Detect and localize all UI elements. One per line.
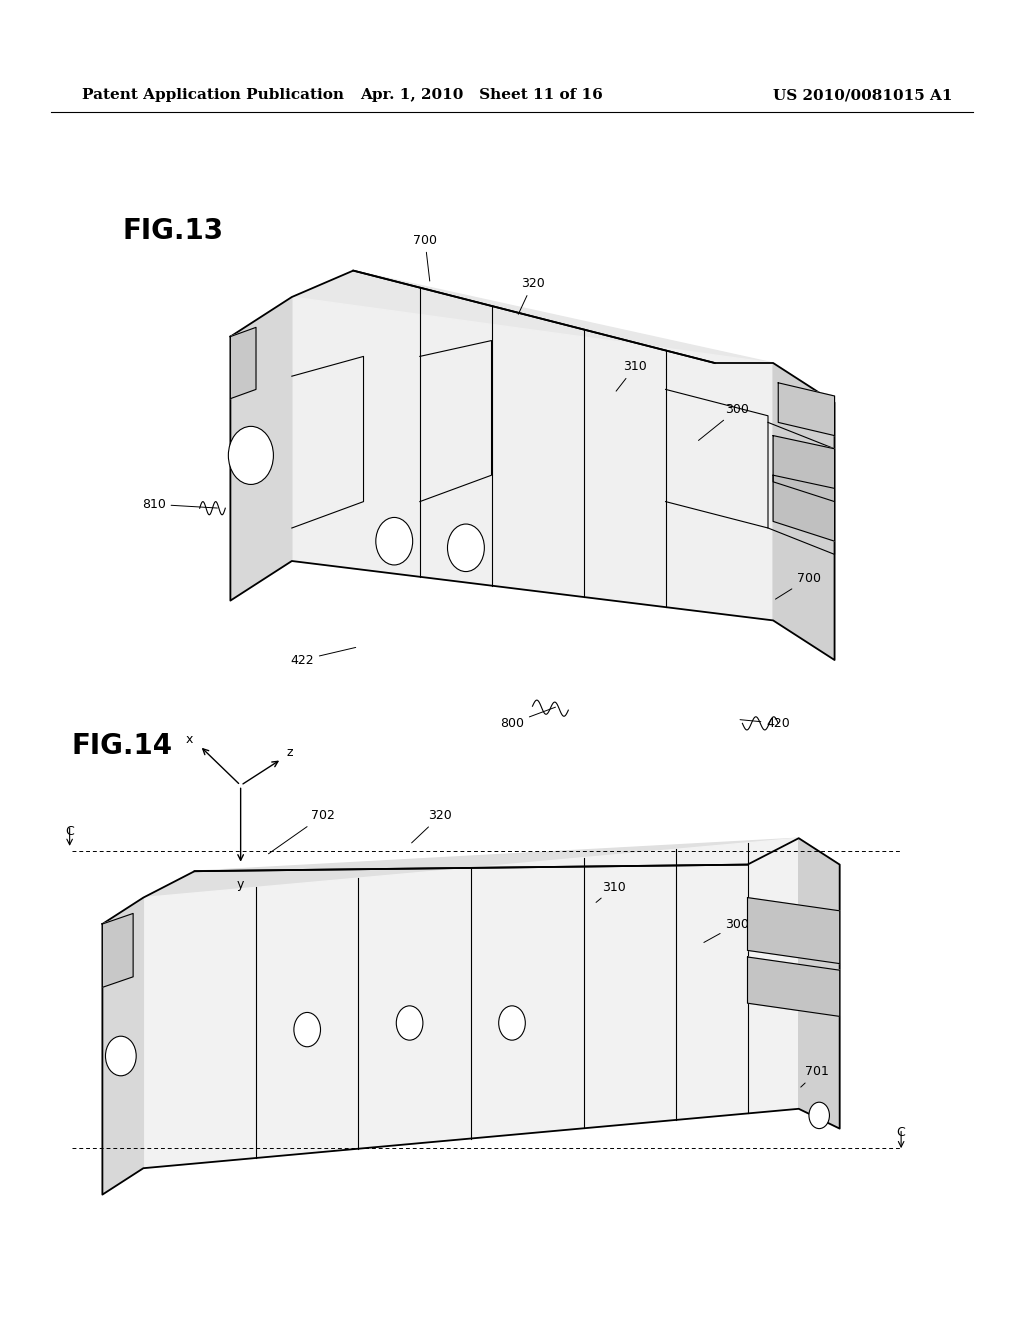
Polygon shape bbox=[292, 271, 773, 389]
Text: 800: 800 bbox=[500, 708, 555, 730]
Text: Apr. 1, 2010   Sheet 11 of 16: Apr. 1, 2010 Sheet 11 of 16 bbox=[359, 88, 603, 102]
Text: x: x bbox=[185, 733, 194, 746]
Circle shape bbox=[396, 1006, 423, 1040]
Polygon shape bbox=[799, 838, 840, 1129]
Circle shape bbox=[499, 1006, 525, 1040]
Text: 300: 300 bbox=[698, 403, 750, 441]
Text: 702: 702 bbox=[268, 809, 335, 854]
Text: 420: 420 bbox=[740, 717, 791, 730]
Circle shape bbox=[294, 1012, 321, 1047]
Polygon shape bbox=[102, 913, 133, 987]
Text: C: C bbox=[66, 825, 74, 838]
Text: y: y bbox=[237, 878, 245, 891]
Polygon shape bbox=[748, 898, 840, 964]
Text: 701: 701 bbox=[801, 1065, 829, 1088]
Circle shape bbox=[447, 524, 484, 572]
Text: Patent Application Publication: Patent Application Publication bbox=[82, 88, 344, 102]
Polygon shape bbox=[230, 327, 256, 399]
Text: 320: 320 bbox=[518, 277, 545, 314]
Polygon shape bbox=[773, 475, 835, 541]
Text: 700: 700 bbox=[775, 572, 821, 599]
Circle shape bbox=[228, 426, 273, 484]
Text: US 2010/0081015 A1: US 2010/0081015 A1 bbox=[773, 88, 952, 102]
Text: 700: 700 bbox=[413, 234, 437, 281]
Polygon shape bbox=[292, 297, 773, 620]
Circle shape bbox=[376, 517, 413, 565]
Text: FIG.13: FIG.13 bbox=[123, 216, 224, 246]
Polygon shape bbox=[143, 838, 799, 1168]
Polygon shape bbox=[230, 297, 292, 601]
Text: 810: 810 bbox=[141, 498, 217, 511]
Text: 300: 300 bbox=[703, 917, 750, 942]
Circle shape bbox=[105, 1036, 136, 1076]
Text: C: C bbox=[897, 1126, 905, 1139]
Text: 310: 310 bbox=[596, 880, 627, 903]
Text: 422: 422 bbox=[290, 647, 355, 667]
Polygon shape bbox=[102, 898, 143, 1195]
Polygon shape bbox=[748, 957, 840, 1016]
Text: FIG.14: FIG.14 bbox=[72, 731, 173, 760]
Text: 320: 320 bbox=[412, 809, 453, 843]
Text: z: z bbox=[287, 746, 293, 759]
Polygon shape bbox=[773, 436, 835, 502]
Polygon shape bbox=[773, 363, 835, 660]
Text: 310: 310 bbox=[616, 360, 647, 391]
Polygon shape bbox=[778, 383, 835, 436]
Polygon shape bbox=[143, 838, 799, 898]
Circle shape bbox=[809, 1102, 829, 1129]
